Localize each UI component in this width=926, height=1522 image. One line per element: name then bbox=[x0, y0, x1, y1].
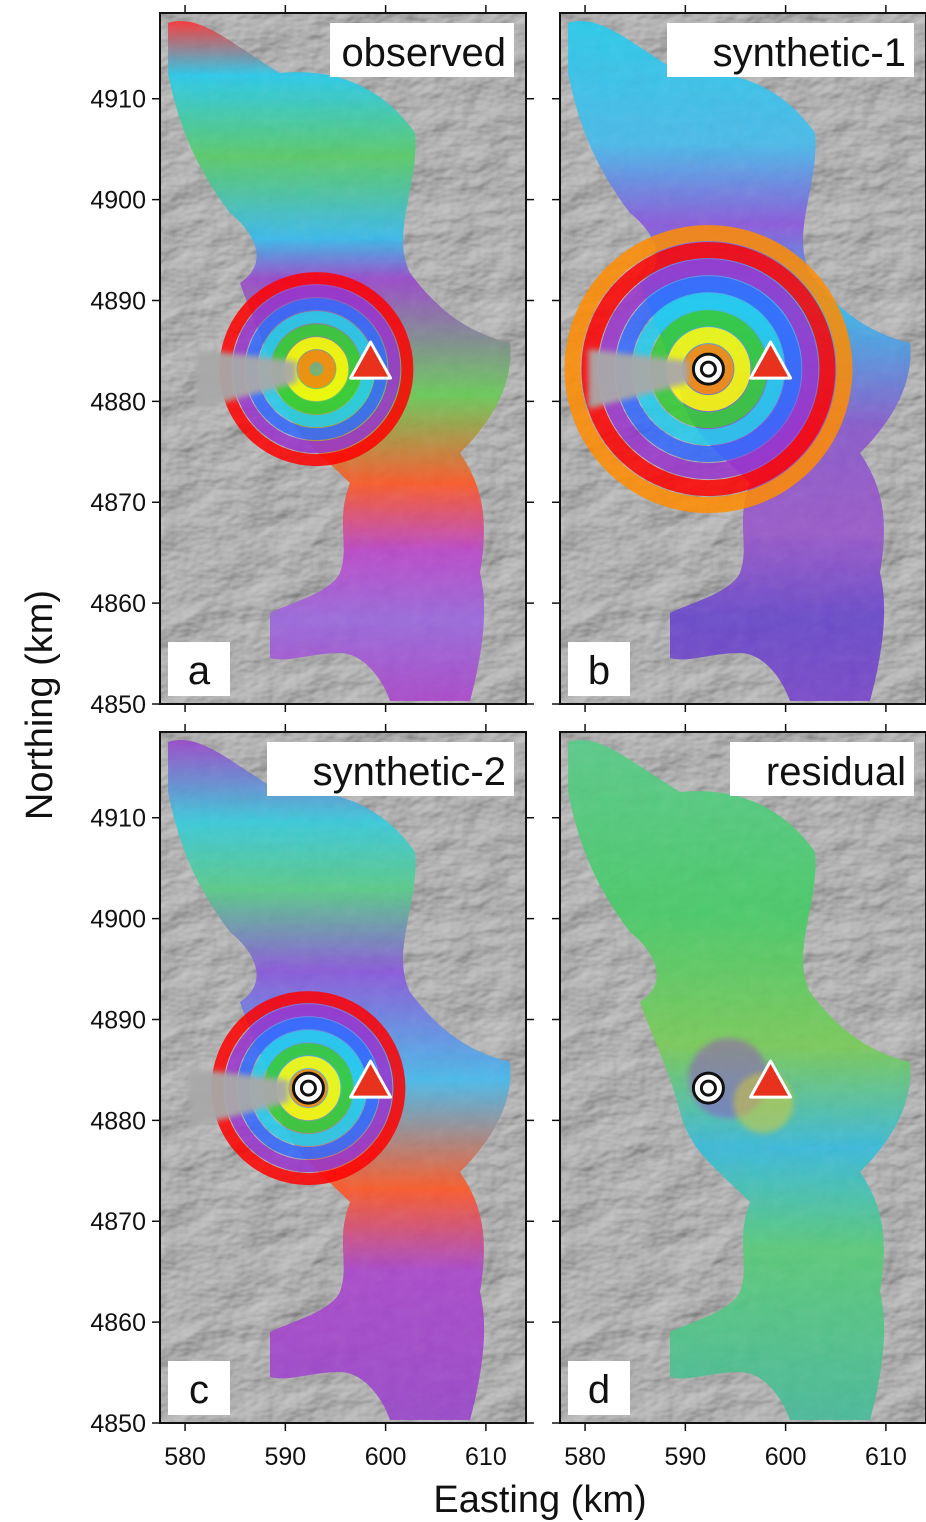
source-circle-icon bbox=[291, 1071, 325, 1105]
panel-letter-box bbox=[168, 1361, 230, 1415]
fringe-gap bbox=[196, 349, 297, 410]
panel-frame bbox=[559, 12, 926, 705]
panel-title-box bbox=[330, 23, 514, 77]
source-circle-icon bbox=[691, 1071, 725, 1105]
panel-letter-box bbox=[168, 642, 230, 696]
y-tick-label: 4860 bbox=[90, 590, 146, 618]
vent-triangle-icon bbox=[349, 1059, 393, 1099]
panel-map bbox=[560, 13, 926, 704]
panel-letter-box bbox=[568, 1361, 630, 1415]
panel-letter: d bbox=[568, 1361, 630, 1415]
fringe-ring bbox=[564, 225, 853, 514]
panel-title-box bbox=[267, 742, 514, 796]
y-tick-label: 4850 bbox=[90, 1410, 146, 1438]
panels-root: 4850 4860 4870 4880 4890 4900 4910 observed a syn… bbox=[90, 5, 926, 1471]
panel-map bbox=[160, 13, 526, 704]
panel-letter-text: c bbox=[189, 1368, 209, 1412]
y-tick-label: 4860 bbox=[90, 1309, 146, 1337]
panel-title: synthetic-1 bbox=[667, 23, 914, 77]
fringe-ring bbox=[683, 344, 734, 395]
x-tick-label: 610 bbox=[465, 1443, 507, 1471]
source-circle-icon bbox=[699, 360, 717, 378]
y-tick-label: 4910 bbox=[90, 86, 146, 114]
y-tick-label: 4890 bbox=[90, 1006, 146, 1034]
vent-triangle-icon bbox=[749, 1059, 793, 1099]
fringe-gap bbox=[588, 349, 689, 410]
panel-title: observed bbox=[330, 23, 514, 77]
panel-letter-box bbox=[568, 642, 630, 696]
panel-map bbox=[160, 732, 526, 1423]
fringe-ring bbox=[297, 350, 336, 389]
panel-a: 4850 4860 4870 4880 4890 4900 4910 observed a bbox=[90, 5, 534, 719]
x-tick-label: 590 bbox=[664, 1443, 706, 1471]
panel-letter-text: a bbox=[188, 649, 211, 693]
panel-title-box bbox=[667, 23, 914, 77]
panel-title: synthetic-2 bbox=[267, 742, 514, 796]
vent-triangle-icon bbox=[749, 340, 793, 380]
panel-frame bbox=[559, 731, 926, 1424]
vent-triangle-icon bbox=[349, 340, 393, 380]
fringe-gap bbox=[188, 1068, 289, 1129]
x-axis-label: Easting (km) bbox=[433, 1479, 646, 1521]
panel-title-text: synthetic-2 bbox=[313, 750, 506, 794]
x-tick-label: 600 bbox=[765, 1443, 807, 1471]
x-tick-label: 600 bbox=[365, 1443, 407, 1471]
panel-letter: a bbox=[168, 642, 230, 696]
x-tick-label: 580 bbox=[164, 1443, 206, 1471]
y-tick-label: 4890 bbox=[90, 287, 146, 315]
y-tick-label: 4870 bbox=[90, 489, 146, 517]
panel-title-box bbox=[730, 742, 914, 796]
y-tick-label: 4900 bbox=[90, 187, 146, 215]
panel-letter-text: b bbox=[588, 649, 610, 693]
source-circle-icon bbox=[691, 352, 725, 386]
panel-letter-text: d bbox=[588, 1368, 610, 1412]
panel-b: synthetic-1 b bbox=[552, 5, 926, 712]
panel-letter: b bbox=[568, 642, 630, 696]
x-tick-label: 610 bbox=[865, 1443, 907, 1471]
source-circle-icon bbox=[699, 1079, 717, 1097]
panel-title-text: observed bbox=[341, 31, 506, 75]
panel-title-text: synthetic-1 bbox=[713, 31, 906, 75]
panel-frame bbox=[159, 12, 527, 705]
panel-d: 580 590 600 610 residual d bbox=[552, 724, 926, 1471]
panel-title-text: residual bbox=[766, 750, 906, 794]
y-tick-label: 4900 bbox=[90, 906, 146, 934]
y-tick-label: 4870 bbox=[90, 1208, 146, 1236]
source-circle-icon bbox=[299, 1079, 317, 1097]
x-tick-label: 580 bbox=[564, 1443, 606, 1471]
panel-frame bbox=[159, 731, 527, 1424]
y-tick-label: 4850 bbox=[90, 691, 146, 719]
panel-c: 4850 4860 4870 4880 4890 4900 4910 580 590 600 610… bbox=[90, 724, 534, 1471]
panel-map bbox=[560, 732, 926, 1423]
panel-letter: c bbox=[168, 1361, 230, 1415]
y-tick-label: 4880 bbox=[90, 388, 146, 416]
y-axis-label: Northing (km) bbox=[19, 590, 61, 820]
panel-title: residual bbox=[730, 742, 914, 796]
y-tick-label: 4910 bbox=[90, 805, 146, 833]
y-tick-label: 4880 bbox=[90, 1107, 146, 1135]
x-tick-label: 590 bbox=[264, 1443, 306, 1471]
